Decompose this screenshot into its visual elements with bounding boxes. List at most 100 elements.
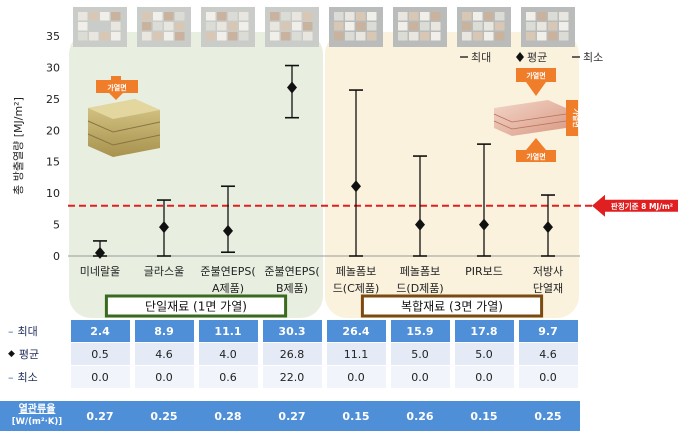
sample-tile: [484, 12, 494, 21]
composite-board-layers: [493, 113, 567, 130]
sample-tile: [153, 22, 163, 31]
sample-tile: [367, 12, 377, 21]
sample-tile: [89, 32, 99, 41]
sample-tile: [484, 22, 494, 31]
sample-tile: [473, 22, 483, 31]
y-tick-label: 15: [46, 156, 60, 169]
sample-tile: [217, 32, 227, 41]
sample-tile: [462, 12, 472, 21]
sample-tile: [111, 22, 121, 31]
sample-tile: [228, 32, 238, 41]
sample-tile: [367, 22, 377, 31]
sample-tile: [537, 22, 547, 31]
group-bg-1: [325, 32, 579, 318]
sample-tile: [239, 32, 249, 41]
sample-tile: [270, 32, 280, 41]
sample-tile: [398, 22, 408, 31]
table-cell: 11.1: [198, 320, 258, 342]
table-cell: 15.9: [390, 320, 450, 342]
sample-photo-3: [265, 7, 319, 47]
sample-photo-0: [73, 7, 127, 47]
sample-tile: [420, 12, 430, 21]
sample-tile: [548, 12, 558, 21]
sample-tile: [206, 32, 216, 41]
x-tick-label: 준불연EPS(: [264, 265, 319, 278]
group-label-box: [104, 294, 288, 318]
heat-arrow-top: [526, 82, 546, 96]
sample-tile: [281, 12, 291, 21]
x-tick-label: 페놀폼보: [400, 265, 440, 278]
thermal-cell: 0.25: [534, 409, 562, 423]
sample-tile: [100, 12, 110, 21]
sample-tile: [559, 32, 569, 41]
sample-tile: [398, 32, 408, 41]
sample-tile: [89, 12, 99, 21]
thermal-cell: 0.26: [406, 409, 434, 423]
sample-tile: [398, 12, 408, 21]
y-tick-label: 20: [46, 124, 60, 137]
sample-tile: [367, 32, 377, 41]
y-axis-label: 총 방출열량 [MJ/m²]: [12, 97, 25, 195]
sample-tile: [239, 12, 249, 21]
heat-arrow-side-label: 가열면: [572, 108, 581, 127]
sample-tile: [153, 12, 163, 21]
sample-tile: [206, 22, 216, 31]
sample-tile: [217, 22, 227, 31]
table-row-label: ◆ 평균: [8, 343, 78, 365]
sample-tile: [334, 32, 344, 41]
group-label-box: [360, 294, 544, 318]
sample-tile: [559, 12, 569, 21]
table-cell: 22.0: [262, 366, 322, 388]
sample-tile: [153, 32, 163, 41]
sample-tile: [334, 12, 344, 21]
thermal-label-line1: 열관류율: [18, 404, 56, 415]
sample-tile: [537, 12, 547, 21]
sample-tile: [228, 12, 238, 21]
group-label: 복합재료 (3면 가열): [401, 300, 503, 314]
sample-tile: [142, 32, 152, 41]
thermal-label-line2: [W/(m²·K)]: [11, 417, 63, 427]
dash-icon: –: [8, 324, 14, 338]
table-cell: 5.0: [390, 343, 450, 365]
y-tick-label: 30: [46, 61, 60, 74]
x-tick-label: B제품): [276, 282, 308, 295]
reference-arrow: [592, 194, 678, 217]
thermal-cell: 0.25: [150, 409, 178, 423]
thermal-cell: 0.27: [278, 409, 306, 423]
sample-tile: [526, 12, 536, 21]
sample-tile: [292, 32, 302, 41]
sample-tile: [303, 32, 313, 41]
legend-label: 평균: [527, 51, 547, 64]
thermal-row-label: 열관류율 [W/(m²·K)]: [4, 403, 70, 429]
sample-tile: [345, 32, 355, 41]
sample-tile: [431, 32, 441, 41]
avg-marker: [223, 224, 233, 237]
table-row-label: – 최대: [8, 320, 78, 342]
avg-marker: [479, 218, 489, 231]
sample-photo-2: [201, 7, 255, 47]
composite-board-picture: [494, 100, 566, 136]
sample-tile: [495, 32, 505, 41]
sample-tile: [292, 22, 302, 31]
heat-arrow-bottom-label: 가열면: [526, 152, 545, 161]
y-tick-label: 5: [53, 219, 60, 232]
sample-tile: [473, 12, 483, 21]
group-label: 단일재료 (1면 가열): [145, 300, 247, 314]
table-row-label: – 최소: [8, 366, 78, 388]
x-tick-label: 준불연EPS(: [200, 265, 255, 278]
sample-tile: [142, 22, 152, 31]
table-cell: 0.0: [70, 366, 130, 388]
sample-tile: [217, 12, 227, 21]
table-cell: 4.0: [198, 343, 258, 365]
table-cell: 26.8: [262, 343, 322, 365]
sample-tile: [206, 12, 216, 21]
thermal-cell: 0.28: [214, 409, 242, 423]
table-cell: 4.6: [134, 343, 194, 365]
sample-photo-7: [521, 7, 575, 47]
legend-label: 최대: [471, 51, 491, 64]
sample-tile: [281, 32, 291, 41]
table-cell: 0.0: [134, 366, 194, 388]
sample-tile: [78, 32, 88, 41]
x-tick-label: 미네랄울: [80, 265, 120, 278]
